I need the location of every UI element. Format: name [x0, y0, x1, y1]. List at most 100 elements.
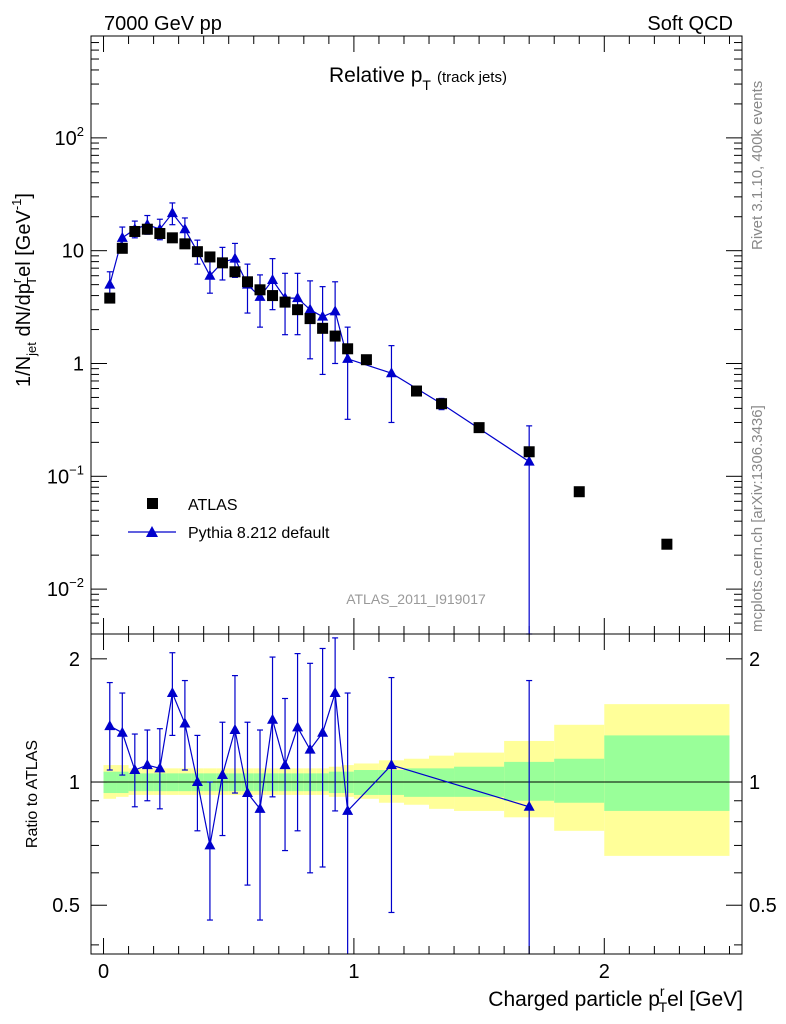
mc-point	[523, 455, 535, 466]
atlas-point	[104, 292, 116, 304]
mc-point	[292, 292, 304, 303]
ratio-point	[241, 787, 253, 798]
ratio-point	[104, 720, 116, 731]
x-axis-label: Charged particle pr Tel [GeV]	[488, 983, 743, 1015]
atlas-point	[360, 354, 372, 366]
legend: ATLAS Pythia 8.212 default	[128, 497, 330, 542]
main-y-axis-label: 1/Njet dN/dprTel [GeV-1]	[9, 193, 39, 387]
atlas-point	[523, 446, 535, 458]
ratio-uncertainty-bands	[103, 704, 730, 856]
y-tick-label: 10−2	[47, 575, 84, 601]
atlas-point	[342, 343, 354, 355]
atlas-point	[411, 385, 422, 397]
ratio-point	[254, 802, 266, 813]
atlas-markers	[104, 223, 673, 550]
x-tick-labels: 0 1 2	[98, 961, 610, 983]
atlas-point	[216, 257, 228, 269]
ratio-point	[191, 776, 203, 787]
main-plot-panel: 10−2 10−1 1 10 102 Relative pT (track jets) A…	[9, 35, 743, 635]
ratio-point	[129, 764, 141, 775]
atlas-point	[154, 228, 166, 240]
atlas-point	[166, 232, 178, 244]
y-tick-label: 10−1	[47, 462, 84, 488]
plot-title-suffix: (track jets)	[437, 69, 507, 86]
atlas-point	[129, 225, 141, 237]
ratio-plot-frame	[90, 633, 743, 955]
ratio-y-tick-label-right: 0.5	[749, 895, 777, 917]
analysis-label: ATLAS_2011_I919017	[346, 591, 486, 607]
ratio-plot-panel: 0.5 0.5 1 1 2 2 0 1 2 Ratio to ATLAS Charged pa…	[24, 633, 777, 1015]
atlas-point	[254, 284, 266, 296]
ratio-point	[216, 769, 228, 780]
mc-markers	[104, 207, 535, 466]
side-label-rivet: Rivet 3.1.10, 400k events	[749, 81, 766, 250]
atlas-point	[661, 538, 673, 550]
y-tick-label: 10	[62, 241, 84, 263]
atlas-point	[329, 330, 341, 342]
plot-title-main: Relative p	[329, 64, 422, 87]
mc-point	[116, 231, 128, 242]
inner-band-bin	[554, 758, 605, 803]
atlas-point	[241, 276, 253, 288]
atlas-point	[573, 486, 585, 498]
mc-point	[104, 278, 116, 289]
ratio-point	[204, 839, 216, 850]
plot-title-sub: T	[422, 77, 431, 93]
ratio-y-tick-label-left: 2	[69, 649, 80, 671]
ratio-y-tick-label-right: 1	[749, 772, 760, 794]
atlas-point	[304, 313, 316, 325]
legend-atlas-label: ATLAS	[188, 497, 238, 514]
mc-point	[317, 310, 329, 321]
ratio-point	[385, 759, 397, 770]
mc-point	[304, 303, 316, 314]
mc-point	[342, 352, 354, 363]
legend-mc-label: Pythia 8.212 default	[188, 525, 330, 542]
atlas-point	[279, 296, 291, 308]
ratio-markers	[104, 687, 535, 850]
mc-point	[179, 223, 191, 234]
ratio-point	[304, 743, 316, 754]
mc-point	[329, 305, 341, 316]
atlas-point	[436, 398, 448, 410]
mc-point	[204, 269, 216, 280]
mc-point	[254, 290, 266, 301]
ratio-y-axis-label: Ratio to ATLAS	[24, 740, 41, 848]
ratio-y-tick-label-right: 2	[749, 649, 760, 671]
y-tick-label: 102	[55, 124, 84, 150]
mc-point	[385, 367, 397, 378]
mc-point	[267, 273, 279, 284]
ratio-point	[229, 724, 241, 735]
atlas-point	[179, 238, 191, 250]
ratio-point	[166, 687, 178, 698]
plot-title: Relative pT (track jets)	[329, 64, 507, 93]
ratio-y-tick-label-left: 0.5	[52, 895, 80, 917]
main-y-tick-labels: 10−2 10−1 1 10 102	[47, 124, 84, 601]
header-right: Soft QCD	[647, 13, 733, 35]
ratio-point	[329, 687, 341, 698]
header-left: 7000 GeV pp	[104, 13, 222, 35]
x-tick-label: 1	[348, 961, 359, 983]
atlas-point	[317, 322, 329, 334]
atlas-point	[473, 422, 485, 434]
atlas-point	[141, 223, 153, 235]
ratio-point	[279, 759, 291, 770]
x-tick-label: 0	[98, 961, 109, 983]
side-label-mcplots: mcplots.cern.ch [arXiv:1306.3436]	[749, 405, 766, 632]
ratio-point	[179, 717, 191, 728]
main-plot-frame	[90, 35, 743, 635]
inner-band-bin	[604, 735, 730, 811]
ratio-point	[292, 721, 304, 732]
atlas-point	[267, 290, 279, 302]
mc-point	[166, 207, 178, 218]
ratio-point	[342, 804, 354, 815]
ratio-y-tick-labels: 0.5 0.5 1 1 2 2	[52, 649, 777, 917]
legend-atlas-marker	[147, 498, 158, 509]
ratio-error-bars	[106, 637, 533, 954]
ratio-point	[317, 726, 329, 737]
ratio-point	[267, 713, 279, 724]
ratio-point	[141, 759, 153, 770]
ratio-point	[523, 800, 535, 811]
ratio-series-line	[109, 690, 530, 846]
atlas-point	[204, 251, 216, 263]
